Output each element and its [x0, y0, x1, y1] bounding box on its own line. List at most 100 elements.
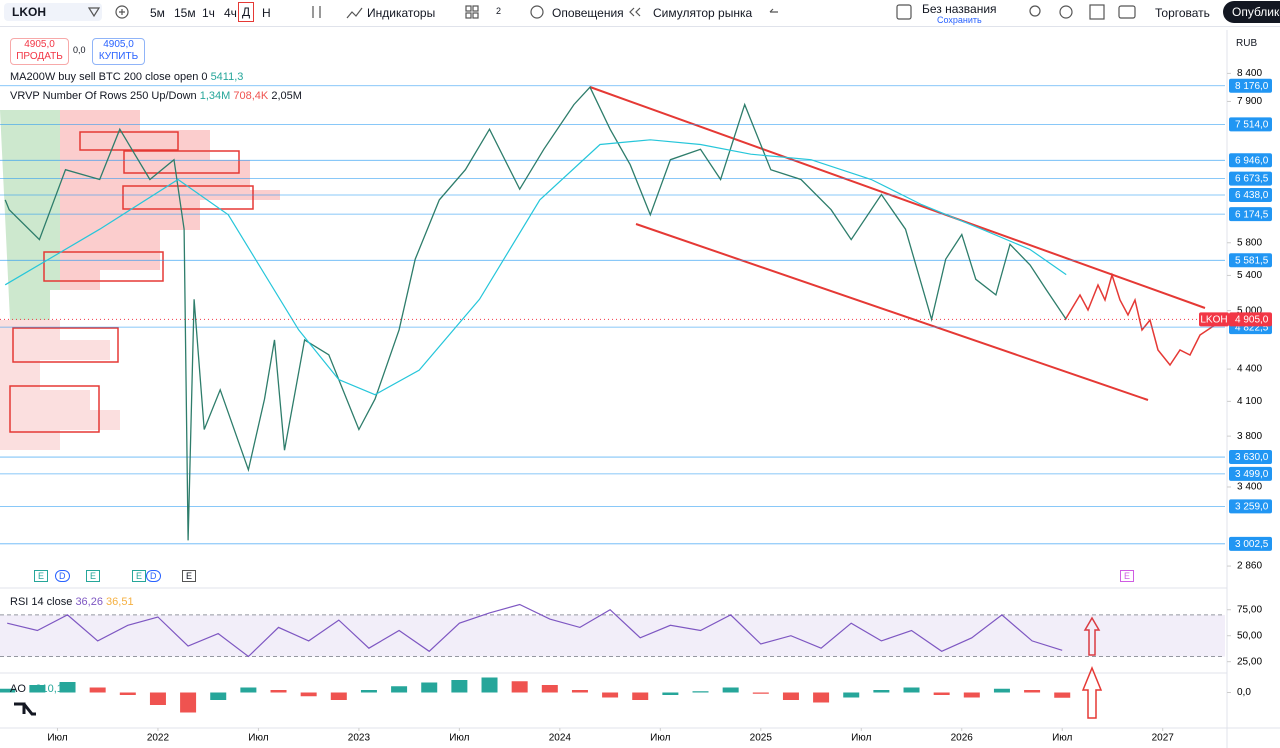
legend-name: AO	[10, 683, 26, 695]
ao-bar	[933, 692, 950, 695]
interval[interactable]: Д	[238, 2, 255, 22]
sell-button[interactable]: 4905,0 ПРОДАТЬ	[10, 38, 69, 65]
price-line	[4, 139, 1067, 396]
logo	[14, 702, 36, 716]
legend-value: 36,26	[75, 596, 103, 608]
symbol[interactable]: LKOH	[4, 3, 102, 21]
legend-name: MA200W buy sell BTC 200 close open 0	[10, 71, 208, 83]
ao-bar	[541, 685, 558, 693]
y-tick-label: 50,00	[1237, 630, 1262, 641]
ao-bar	[360, 690, 377, 693]
publish[interactable]: Опубликовать	[1223, 1, 1280, 23]
ao-bar	[813, 692, 830, 703]
x-tick-label: Июл	[650, 733, 670, 744]
buy-button[interactable]: 4905,0 КУПИТЬ	[92, 38, 145, 65]
y-tick-label: 5 800	[1237, 237, 1262, 248]
level-label: 3 499,0	[1235, 469, 1269, 480]
event[interactable]: E	[1120, 570, 1135, 582]
interval[interactable]: 4ч	[224, 6, 237, 20]
legend-row: MA200W buy sell BTC 200 close open 0 541…	[10, 71, 243, 83]
level-badge	[1229, 466, 1272, 481]
ao-bar	[662, 692, 679, 695]
event[interactable]: D	[55, 570, 70, 582]
last-price-badge	[1229, 312, 1272, 327]
level-badge	[1229, 78, 1272, 93]
price: 4905,0	[103, 39, 134, 50]
y-tick-label: 75,00	[1237, 604, 1262, 615]
level-label: 6 174,5	[1235, 209, 1269, 220]
event[interactable]: E	[182, 570, 197, 582]
level-badge	[1229, 207, 1272, 222]
level-badge	[1229, 117, 1272, 132]
label: КУПИТЬ	[98, 51, 139, 62]
save[interactable]: Сохранить	[937, 15, 982, 25]
trade[interactable]: Торговать	[1155, 6, 1210, 20]
ao-bar	[330, 692, 347, 700]
ao-bar	[1024, 690, 1041, 693]
ao-bar	[722, 687, 739, 693]
legend-name: VRVP Number Of Rows 250 Up/Down	[10, 90, 197, 102]
x-tick-label: Июл	[1052, 733, 1072, 744]
y-tick-label: 5 400	[1237, 270, 1262, 281]
label: ПРОДАТЬ	[16, 51, 63, 62]
legend-row: AO −210,1	[10, 683, 63, 695]
level-label: 3 630,0	[1235, 452, 1269, 463]
level-badge	[1229, 450, 1272, 465]
rsi-line	[7, 603, 1063, 658]
ao-bar	[59, 682, 76, 693]
level-badge	[1229, 171, 1272, 186]
alerts[interactable]: Оповещения	[552, 6, 624, 20]
ao-bar	[993, 688, 1010, 693]
level-badge	[1229, 499, 1272, 514]
level-label: 6 673,5	[1235, 174, 1269, 185]
ao-bar	[571, 690, 588, 693]
last-price-label: 4 905,0	[1235, 315, 1269, 326]
ao-bar	[1054, 692, 1071, 698]
legend-value: 2,05M	[271, 90, 302, 102]
ao-bar	[149, 692, 166, 705]
spread: 0,0	[73, 45, 86, 55]
ao-bar	[421, 682, 438, 693]
ao-bar	[602, 692, 619, 698]
event[interactable]: E	[34, 570, 49, 582]
x-tick-label: Июл	[248, 733, 268, 744]
y-tick-label: 25,00	[1237, 656, 1262, 667]
replay[interactable]: Симулятор рынка	[653, 6, 753, 20]
event[interactable]: E	[132, 570, 147, 582]
level-label: 5 581,5	[1235, 255, 1269, 266]
ao-bar	[692, 691, 709, 693]
y-tick-label: 5 000	[1237, 305, 1262, 316]
toolbar-icons	[87, 4, 1136, 20]
legend-value: 5411,3	[210, 71, 244, 83]
ao-bar	[843, 692, 860, 698]
level-label: 3 002,5	[1235, 539, 1269, 550]
interval[interactable]: 15м	[174, 6, 196, 20]
level-label: 3 259,0	[1235, 501, 1269, 512]
x-tick-label: Июл	[851, 733, 871, 744]
rsi-band	[0, 614, 1225, 657]
ao-bar	[89, 687, 106, 693]
legend-value: 1,34M	[199, 90, 231, 102]
level-badge	[1229, 253, 1272, 268]
event[interactable]: D	[146, 570, 161, 582]
y-tick-label: 0,0	[1237, 687, 1251, 698]
ao-bar	[481, 677, 498, 693]
indicators[interactable]: Индикаторы	[367, 6, 436, 20]
event[interactable]: E	[86, 570, 101, 582]
symbol-badge-label: LKOH	[1200, 315, 1227, 326]
legend-row: VRVP Number Of Rows 250 Up/Down 1,34M 70…	[10, 90, 302, 102]
interval[interactable]: Н	[262, 6, 271, 20]
ao-bar	[873, 690, 890, 693]
x-tick-label: 2023	[348, 733, 371, 744]
ao-bar	[451, 680, 468, 693]
x-tick-label: 2025	[750, 733, 773, 744]
ao-bar	[963, 692, 980, 698]
layout-name[interactable]: Без названия	[922, 2, 997, 16]
ao-bar	[782, 692, 799, 700]
interval[interactable]: 5м	[150, 6, 165, 20]
layouts[interactable]: 2	[496, 6, 502, 16]
legend-value: −210,1	[28, 683, 63, 695]
interval[interactable]: 1ч	[202, 6, 215, 20]
